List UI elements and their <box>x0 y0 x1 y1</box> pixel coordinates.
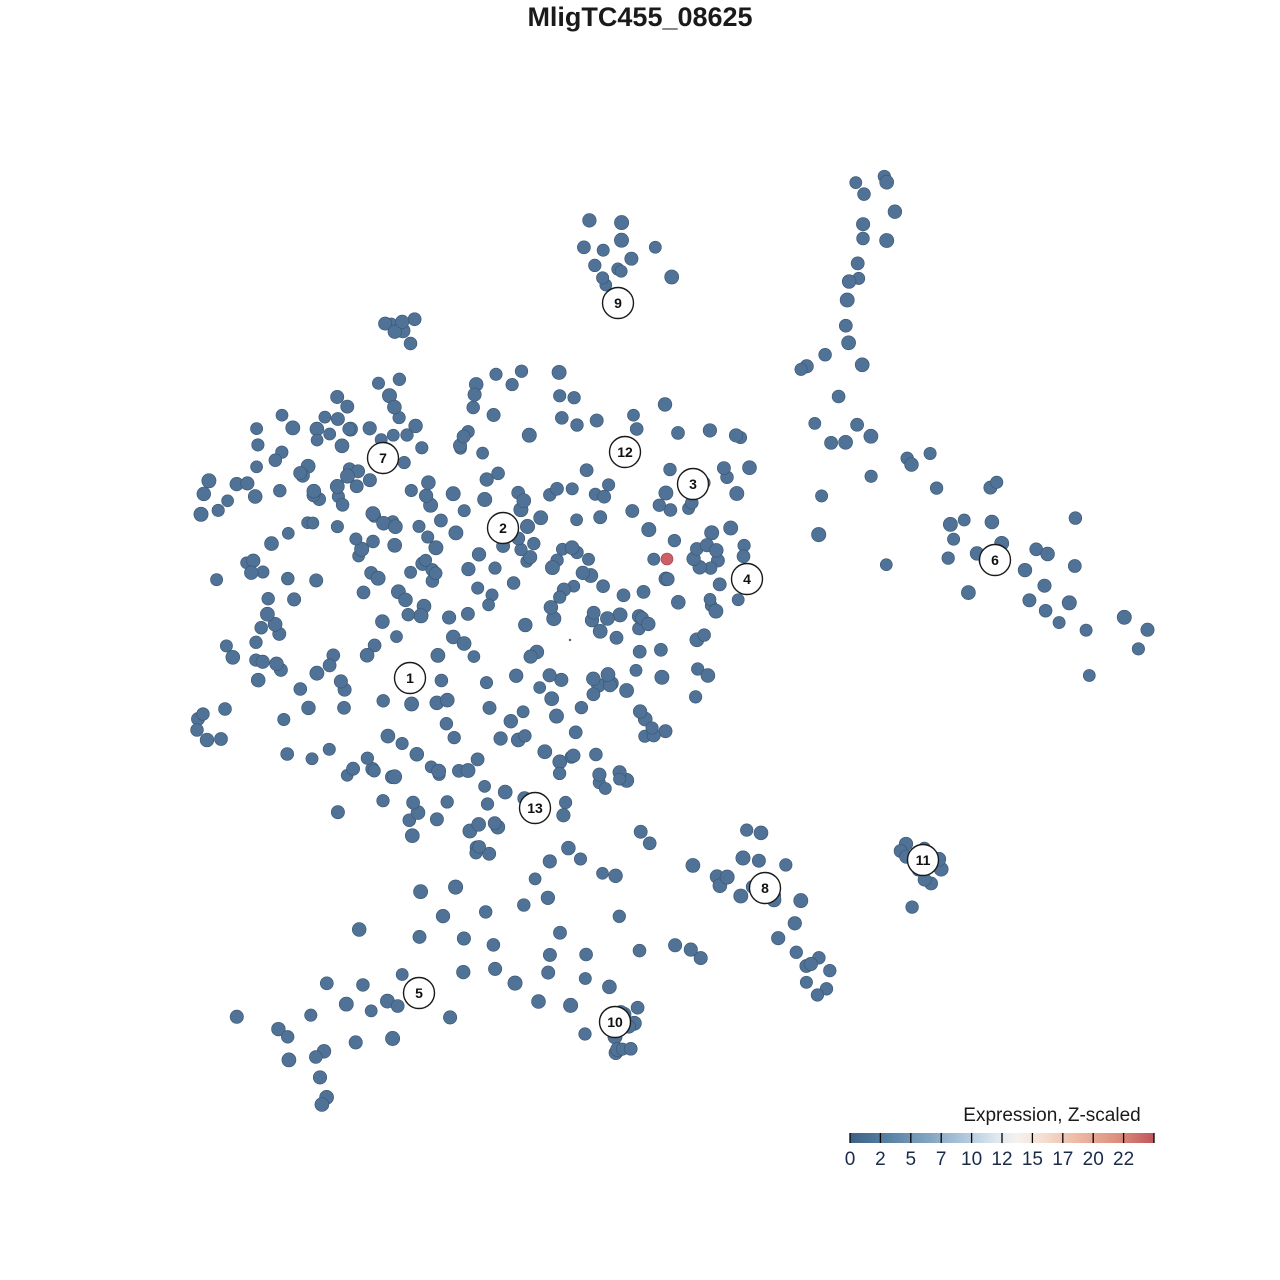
svg-text:17: 17 <box>1052 1149 1073 1170</box>
svg-text:20: 20 <box>1083 1149 1104 1170</box>
svg-text:15: 15 <box>1022 1149 1043 1170</box>
svg-text:9: 9 <box>614 295 622 311</box>
svg-text:4: 4 <box>743 571 751 587</box>
svg-text:2: 2 <box>499 520 507 536</box>
svg-text:11: 11 <box>916 852 931 868</box>
svg-text:7: 7 <box>379 450 387 466</box>
svg-text:12: 12 <box>617 444 633 460</box>
svg-text:5: 5 <box>906 1149 917 1170</box>
svg-text:2: 2 <box>875 1149 886 1170</box>
svg-text:13: 13 <box>527 800 543 816</box>
svg-text:8: 8 <box>761 880 769 896</box>
svg-text:3: 3 <box>689 476 697 492</box>
svg-text:6: 6 <box>991 552 999 568</box>
svg-text:22: 22 <box>1113 1149 1134 1170</box>
svg-text:10: 10 <box>961 1149 982 1170</box>
svg-text:1: 1 <box>406 670 414 686</box>
svg-text:12: 12 <box>991 1149 1012 1170</box>
svg-text:Expression, Z-scaled: Expression, Z-scaled <box>963 1105 1140 1126</box>
svg-text:5: 5 <box>415 985 423 1001</box>
svg-text:7: 7 <box>936 1149 947 1170</box>
svg-text:0: 0 <box>845 1149 856 1170</box>
svg-text:10: 10 <box>607 1014 623 1030</box>
